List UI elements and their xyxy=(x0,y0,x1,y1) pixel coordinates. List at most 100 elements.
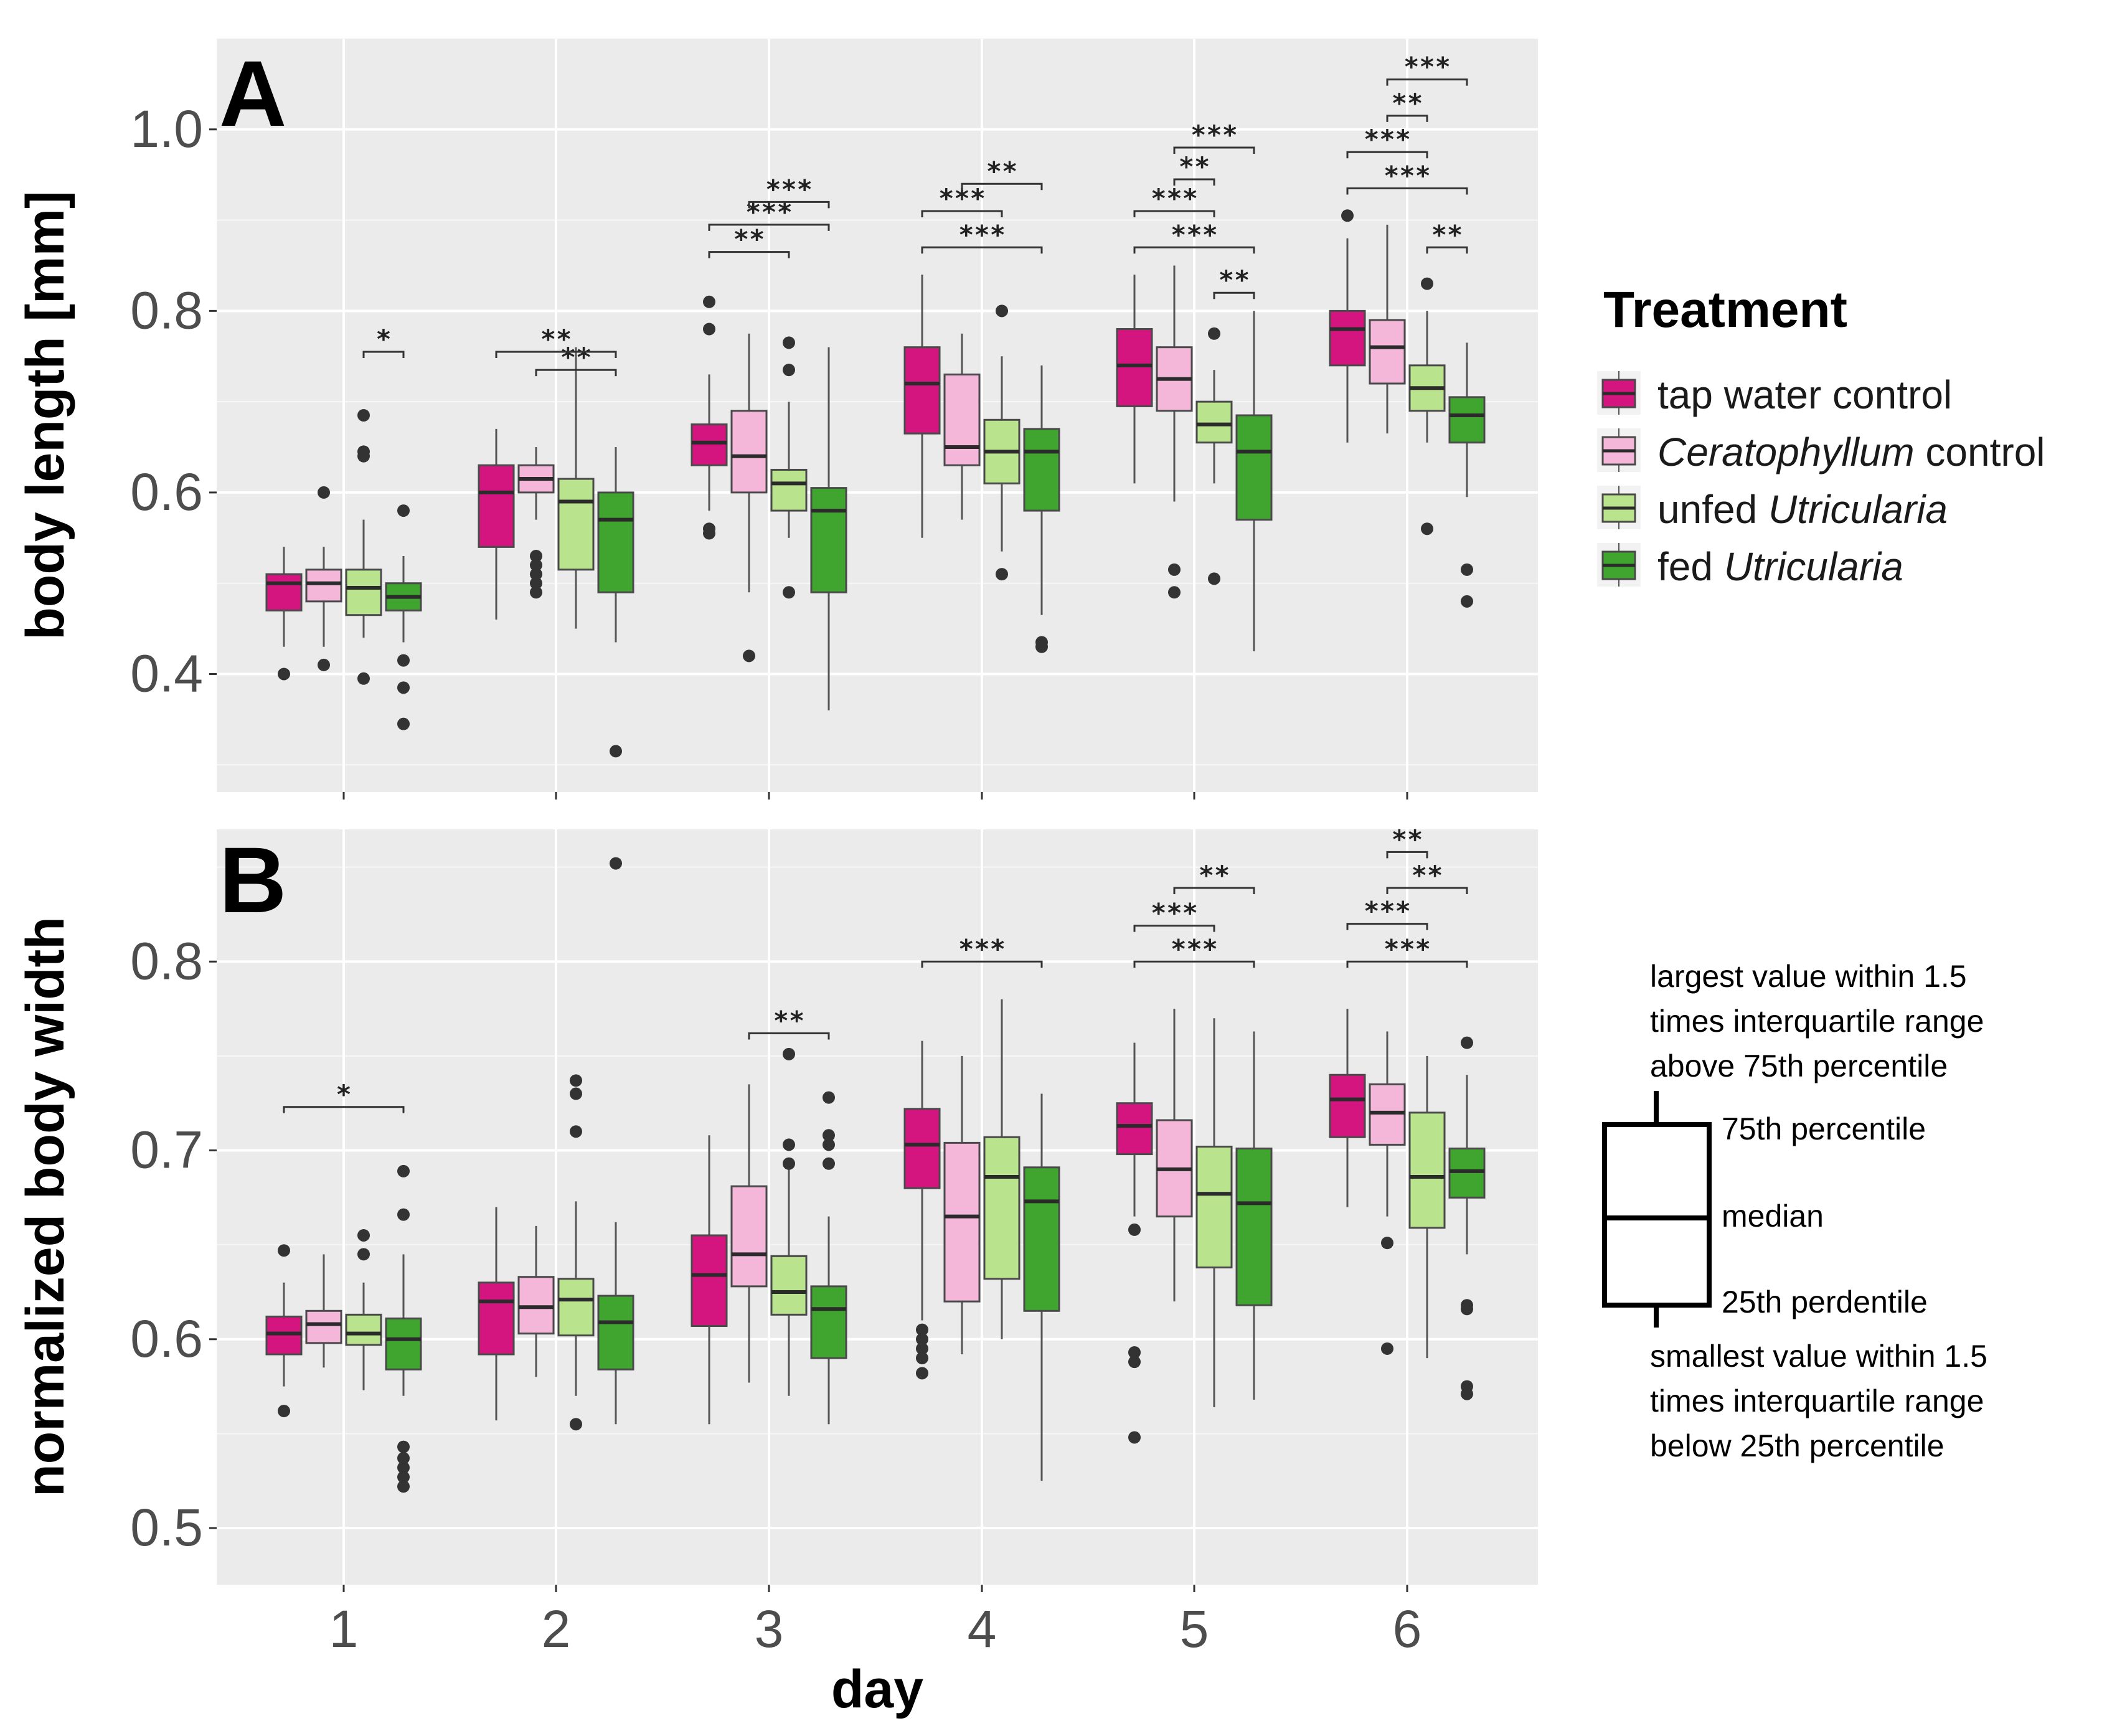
significance-label: * xyxy=(375,324,391,354)
significance-bracket: *** xyxy=(1346,124,1428,159)
outlier-point xyxy=(1128,1431,1141,1444)
box-A-6-3 xyxy=(1448,342,1486,608)
outlier-point xyxy=(397,1451,410,1465)
outlier-point xyxy=(397,1164,410,1177)
y-tick-label: 0.5 xyxy=(130,1498,203,1557)
outlier-point xyxy=(916,1352,928,1365)
significance-label: *** xyxy=(1151,898,1198,928)
significance-bracket: *** xyxy=(921,933,1043,968)
guide-top-text: times interquartile range xyxy=(1650,1004,1984,1039)
guide-top-text: above 75th percentile xyxy=(1650,1049,1948,1083)
box-A-2-3 xyxy=(597,447,634,758)
outlier-point xyxy=(530,577,542,590)
box-body xyxy=(305,568,342,603)
significance-bracket: ** xyxy=(1426,219,1468,254)
bracket-line xyxy=(961,182,1043,191)
bracket-line xyxy=(748,200,830,209)
box-A-6-0 xyxy=(1329,209,1366,443)
outlier-point xyxy=(783,1138,795,1151)
guide-median-label: median xyxy=(1722,1199,1824,1234)
box-B-6-1 xyxy=(1369,1031,1406,1355)
outlier-point xyxy=(610,857,622,870)
outlier-point xyxy=(1128,1356,1141,1369)
box-A-2-0 xyxy=(478,428,515,620)
significance-label: *** xyxy=(1190,120,1238,150)
significance-bracket: ** xyxy=(1386,860,1468,895)
outlier-point xyxy=(916,1333,928,1346)
outlier-point xyxy=(530,586,542,599)
box-A-6-1 xyxy=(1369,224,1406,434)
panel-B: 0.50.60.70.8****** ******************norm… xyxy=(16,824,1538,1592)
outlier-point xyxy=(397,681,410,694)
outlier-point xyxy=(570,1125,582,1138)
outlier-point xyxy=(783,586,795,599)
box-body xyxy=(1329,309,1366,367)
outlier-point xyxy=(397,1471,410,1484)
significance-label: *** xyxy=(1364,124,1411,154)
box-body xyxy=(1195,400,1233,444)
box-A-1-3 xyxy=(385,504,422,730)
bracket-line xyxy=(748,1032,830,1040)
legend-item: Ceratophyllum control xyxy=(1597,428,2045,474)
box-B-5-1 xyxy=(1156,1009,1193,1302)
box-body xyxy=(810,1285,847,1359)
outlier-point xyxy=(916,1342,928,1355)
outlier-point xyxy=(823,1138,835,1151)
outlier-point xyxy=(357,1229,370,1242)
outlier-point xyxy=(1208,572,1220,585)
box-A-1-2 xyxy=(345,409,382,685)
box-body xyxy=(557,478,595,571)
box-body xyxy=(1116,1102,1153,1156)
significance-label: ** xyxy=(540,324,572,354)
x-tick-label: 5 xyxy=(1180,1600,1209,1658)
box-body xyxy=(1116,328,1153,407)
bracket-line xyxy=(535,369,617,377)
box-A-3-2 xyxy=(770,336,808,599)
box-body xyxy=(943,1141,981,1303)
bracket-line xyxy=(1386,115,1428,122)
bracket-line xyxy=(495,351,617,358)
box-body xyxy=(983,1136,1021,1280)
box-B-6-0 xyxy=(1329,1009,1366,1207)
bracket-line xyxy=(1133,210,1215,217)
box-A-4-2 xyxy=(983,304,1021,581)
outlier-point xyxy=(397,504,410,517)
bracket-line xyxy=(1133,960,1255,968)
box-B-4-0 xyxy=(903,1040,941,1380)
outlier-point xyxy=(1341,209,1354,222)
y-axis-title: body length [mm] xyxy=(16,191,75,639)
box-body xyxy=(1235,414,1273,521)
box-body xyxy=(478,1281,515,1356)
x-tick-label: 1 xyxy=(329,1600,359,1658)
box-A-3-3 xyxy=(810,347,847,710)
significance-bracket: ** xyxy=(1386,88,1428,122)
significance-label: ** xyxy=(1179,151,1210,182)
significance-bracket: * xyxy=(283,1079,405,1113)
outlier-point xyxy=(1168,563,1181,576)
box-B-4-3 xyxy=(1023,1093,1060,1481)
outlier-point xyxy=(530,568,542,581)
y-tick-label: 0.4 xyxy=(130,644,203,702)
significance-bracket: ** xyxy=(1213,265,1255,300)
guide-q3-label: 75th percentile xyxy=(1722,1111,1926,1146)
significance-bracket: * xyxy=(362,324,405,358)
box-B-4-1 xyxy=(943,1055,981,1355)
box-body xyxy=(1448,1147,1486,1199)
outlier-point xyxy=(570,1087,582,1100)
box-A-4-3 xyxy=(1023,365,1060,653)
significance-label: *** xyxy=(1364,896,1411,927)
legend-label-part: unfed xyxy=(1657,487,1768,532)
guide-bottom-text: times interquartile range xyxy=(1650,1384,1984,1418)
box-B-5-0 xyxy=(1116,1042,1153,1444)
outlier-point xyxy=(823,1157,835,1170)
significance-bracket: *** xyxy=(1346,933,1468,968)
y-tick-label: 0.8 xyxy=(130,932,203,990)
significance-label: ** xyxy=(773,1006,805,1036)
outlier-point xyxy=(703,522,715,535)
outlier-point xyxy=(1421,522,1433,535)
significance-label: *** xyxy=(1403,52,1451,82)
outlier-point xyxy=(783,336,795,349)
significance-label: *** xyxy=(958,219,1006,250)
outlier-point xyxy=(610,745,622,758)
outlier-point xyxy=(397,1480,410,1493)
